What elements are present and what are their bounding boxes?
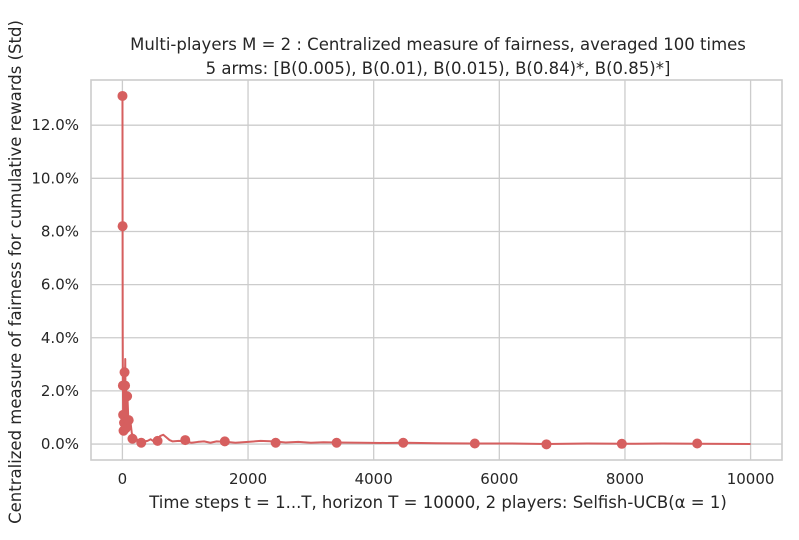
series-marker [117,90,128,101]
series-marker [331,437,342,448]
x-tick-labels: 0 2000 4000 6000 8000 10000 [118,470,775,488]
x-tick-label: 6000 [480,470,518,488]
chart-title-line2: 5 arms: [B(0.005), B(0.01), B(0.015), B(… [206,59,671,78]
y-tick-labels: 0.0% 2.0% 4.0% 6.0% 8.0% 10.0% 12.0% [31,116,79,453]
series-marker [136,437,147,448]
series-marker [469,438,480,449]
series-marker [398,437,409,448]
gridlines [91,80,782,460]
series-marker [120,380,131,391]
series-marker [541,439,552,450]
series-marker [122,391,133,402]
series-marker [127,433,138,444]
series-marker [180,435,191,446]
y-axis-label: Centralized measure of fairness for cumu… [6,20,25,524]
x-tick-label: 4000 [355,470,393,488]
chart-title-line1: Multi-players M = 2 : Centralized measur… [130,35,746,54]
x-tick-label: 0 [118,470,128,488]
y-tick-label: 6.0% [41,276,79,294]
series-layer [117,90,751,450]
y-tick-label: 2.0% [41,382,79,400]
x-tick-label: 8000 [606,470,644,488]
series-marker [120,423,131,434]
series-marker [119,367,130,378]
series-line [121,95,751,446]
series-marker [117,221,128,232]
series-marker [152,435,163,446]
series-marker [123,415,134,426]
y-tick-label: 8.0% [41,222,79,240]
series-marker [270,437,281,448]
x-tick-label: 2000 [229,470,267,488]
series-marker [692,438,703,449]
series-marker [219,436,230,447]
x-axis-label: Time steps t = 1...T, horizon T = 10000,… [148,493,727,512]
y-tick-label: 10.0% [31,169,79,187]
x-tick-label: 10000 [727,470,775,488]
y-tick-label: 0.0% [41,435,79,453]
series-marker [616,438,627,449]
y-tick-label: 12.0% [31,116,79,134]
plot-frame [90,79,783,461]
y-tick-label: 4.0% [41,329,79,347]
